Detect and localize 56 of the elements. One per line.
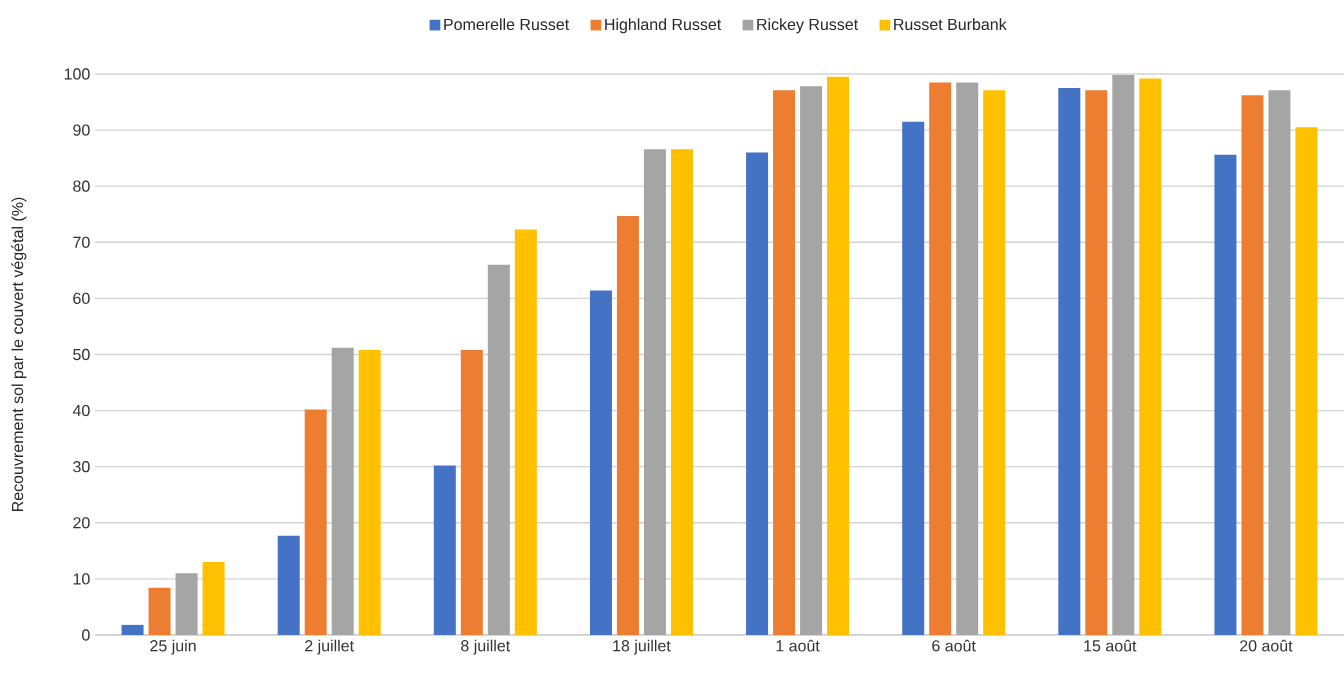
bar (670, 149, 693, 635)
legend-label: Russet Burbank (894, 18, 1007, 31)
bar (1139, 78, 1162, 635)
x-tick-label: 18 juillet (613, 639, 671, 655)
bar (1112, 75, 1135, 635)
legend-label: Rickey Russet (757, 18, 859, 34)
bar (514, 229, 537, 635)
legend-label: Highland Russet (605, 18, 722, 34)
y-tick-label: 30 (73, 461, 90, 473)
bar (433, 465, 456, 635)
x-tick-label: 20 août (1240, 639, 1293, 652)
bar (902, 121, 925, 635)
bar (773, 90, 796, 635)
bar (358, 350, 381, 635)
x-tick-label: 1 août (776, 639, 820, 652)
bar (983, 90, 1006, 635)
y-tick-label: 50 (73, 348, 90, 361)
bar (800, 86, 823, 635)
x-tick-label: 25 juin (150, 639, 196, 655)
bar (277, 535, 300, 635)
bar (1085, 90, 1108, 635)
y-tick-label: 90 (73, 124, 90, 136)
bar (487, 264, 510, 635)
bar (304, 409, 327, 635)
bar (148, 587, 171, 635)
y-tick-label: 70 (73, 236, 90, 248)
bar (929, 82, 952, 635)
x-tick-label: 8 juillet (461, 639, 511, 655)
bar (616, 215, 639, 635)
y-tick-label: 100 (64, 68, 90, 80)
y-tick-label: 20 (73, 517, 90, 529)
bar (1241, 95, 1264, 635)
bar (827, 76, 850, 635)
bar (643, 149, 666, 635)
bar (331, 347, 354, 635)
y-tick-label: 40 (72, 404, 90, 417)
y-tick-label: 80 (73, 180, 90, 192)
bar (746, 152, 769, 635)
bar (1295, 127, 1318, 635)
legend-label: Pomerelle Russet (444, 18, 570, 31)
bar (175, 573, 198, 635)
bar (1058, 88, 1081, 635)
y-tick-label: 0 (82, 629, 90, 641)
bar (1268, 90, 1291, 635)
bar (589, 290, 612, 635)
x-tick-label: 2 juillet (305, 639, 354, 655)
bar (202, 562, 225, 635)
bar (956, 82, 979, 635)
bar (460, 350, 483, 635)
y-tick-label: 60 (73, 292, 90, 305)
y-axis-title: Recouvrement sol par le couvert végétal (%) (11, 197, 27, 512)
y-tick-label: 10 (73, 573, 90, 585)
bar (121, 624, 144, 635)
x-tick-label: 6 août (932, 639, 976, 652)
bar (1214, 154, 1237, 635)
x-tick-label: 15 août (1084, 639, 1137, 652)
